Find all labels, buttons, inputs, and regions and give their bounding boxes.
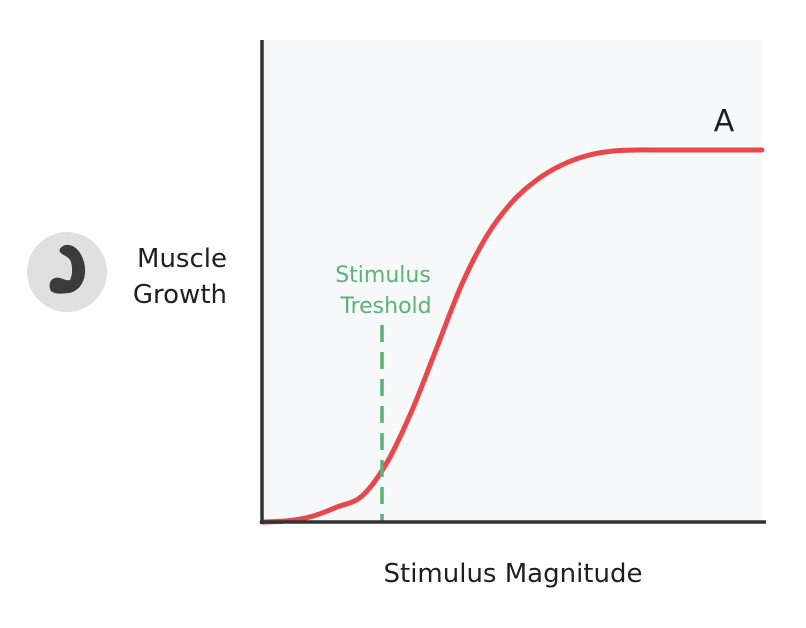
series-end-label: A <box>714 104 735 139</box>
series-layer <box>259 147 765 525</box>
x-axis-label: Stimulus Magnitude <box>384 559 643 589</box>
threshold-label: Stimulus <box>335 263 431 288</box>
threshold-label: Treshold <box>339 294 431 319</box>
plot-background <box>262 40 762 522</box>
y-axis-label-line: Muscle <box>137 244 227 274</box>
series-line-0 <box>259 147 765 525</box>
y-axis-label-line: Growth <box>133 280 227 310</box>
flexed-arm-icon <box>27 232 107 312</box>
